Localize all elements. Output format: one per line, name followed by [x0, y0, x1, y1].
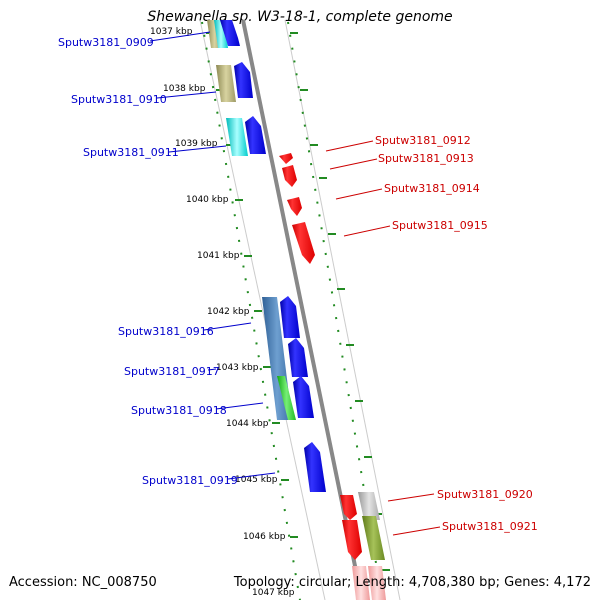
gene-arrow [279, 153, 293, 164]
gene-arrow [292, 222, 315, 264]
gene-arrow [234, 62, 253, 98]
gene-label[interactable]: Sputw3181_0917 [124, 365, 220, 378]
kbp-tick-labels: 1037 kbp 1038 kbp 1039 kbp 1040 kbp 1041… [150, 27, 295, 598]
gene-label[interactable]: Sputw3181_0911 [83, 146, 179, 159]
gene-arrow [280, 296, 300, 338]
gene-arrow [340, 495, 357, 520]
ring-left-edge [199, 19, 326, 600]
forward-genes [220, 20, 326, 492]
tick-label: 1039 kbp [175, 139, 218, 149]
gene-label[interactable]: Sputw3181_0914 [384, 182, 480, 195]
left-gene-labels: Sputw3181_0909 Sputw3181_0910 Sputw3181_… [58, 31, 276, 487]
gene-label[interactable]: Sputw3181_0915 [392, 219, 488, 232]
gene-label[interactable]: Sputw3181_0912 [375, 134, 471, 147]
gene-label[interactable]: Sputw3181_0921 [442, 520, 538, 533]
tick-label: 1044 kbp [226, 419, 269, 429]
gene-label[interactable]: Sputw3181_0918 [131, 404, 227, 417]
gene-label[interactable]: Sputw3181_0919 [142, 474, 238, 487]
cog-blocks [207, 20, 386, 600]
gene-label[interactable]: Sputw3181_0920 [437, 488, 533, 501]
gene-arrow [282, 165, 297, 187]
gene-arrow [293, 376, 314, 418]
gene-arrow [342, 520, 362, 560]
gene-label[interactable]: Sputw3181_0909 [58, 36, 154, 49]
gene-arrow [287, 197, 302, 216]
reverse-genes [279, 153, 362, 560]
tick-label: 1037 kbp [150, 27, 193, 37]
tick-label: 1041 kbp [197, 251, 240, 261]
accession-text: Accession: NC_008750 [9, 575, 157, 590]
gene-label[interactable]: Sputw3181_0913 [378, 152, 474, 165]
tick-label: 1038 kbp [163, 84, 206, 94]
tick-label: 1045 kbp [235, 475, 278, 485]
gene-label[interactable]: Sputw3181_0916 [118, 325, 214, 338]
gene-arrow [220, 20, 240, 46]
gene-arrow [288, 338, 308, 377]
right-major-ticks [290, 32, 390, 571]
gene-arrow [245, 116, 266, 154]
ring-right-edge [284, 19, 401, 600]
gene-arrow [304, 442, 326, 492]
topology-text: Topology: circular; Length: 4,708,380 bp… [233, 575, 591, 590]
gene-label[interactable]: Sputw3181_0910 [71, 93, 167, 106]
tick-label: 1040 kbp [186, 195, 229, 205]
tick-label: 1047 kbp [252, 588, 295, 598]
right-gene-labels: Sputw3181_0912 Sputw3181_0913 Sputw3181_… [325, 134, 538, 536]
left-major-ticks [206, 32, 298, 538]
tick-label: 1043 kbp [216, 363, 259, 373]
tick-label: 1042 kbp [207, 307, 250, 317]
tick-label: 1046 kbp [243, 532, 286, 542]
